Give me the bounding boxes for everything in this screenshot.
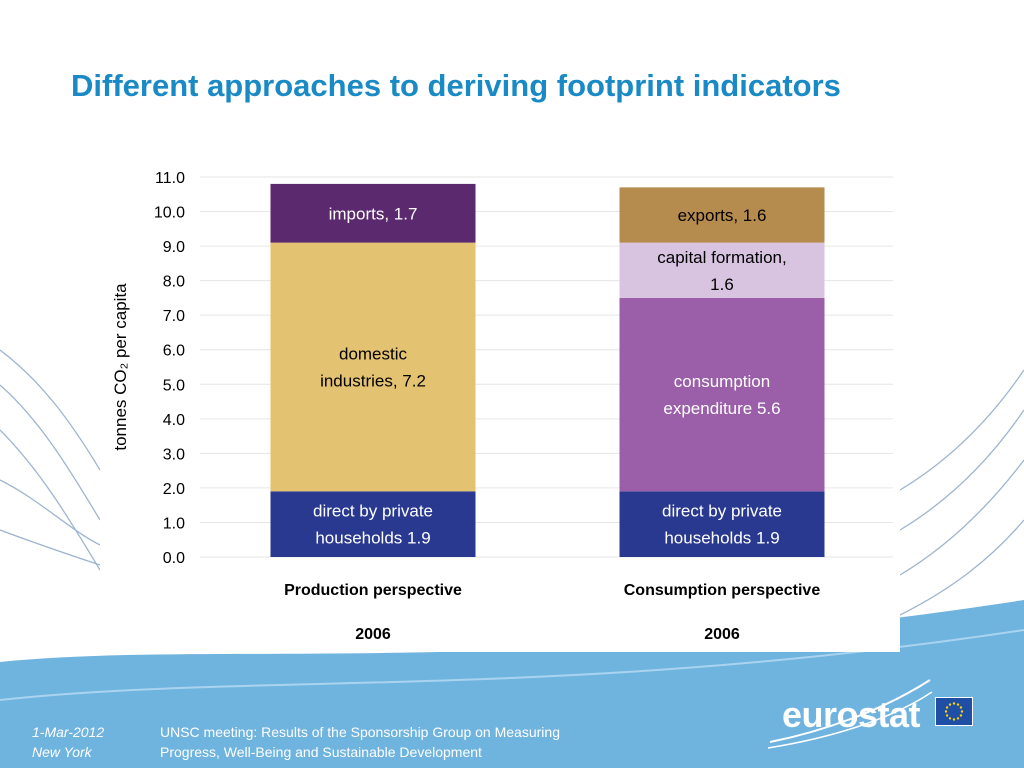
eurostat-logo: eurostat bbox=[782, 694, 921, 735]
y-tick-label: 11.0 bbox=[155, 170, 185, 187]
segment-label: direct by private bbox=[313, 502, 433, 521]
y-axis-label: tonnes CO₂ per capita bbox=[111, 283, 130, 451]
footer-meeting-line-1: UNSC meeting: Results of the Sponsorship… bbox=[160, 724, 560, 740]
category-year-label: 2006 bbox=[704, 626, 740, 643]
segment-label: industries, 7.2 bbox=[320, 372, 426, 391]
bar-segment bbox=[270, 491, 476, 557]
swoosh-line bbox=[899, 519, 1024, 616]
flag-stars bbox=[944, 702, 964, 721]
flag-star bbox=[945, 714, 949, 717]
category-labels: Production perspective 2006 Consumption pe… bbox=[284, 582, 820, 643]
y-tick-label: 2.0 bbox=[163, 481, 185, 498]
y-tick-label: 7.0 bbox=[163, 308, 185, 325]
swoosh-line bbox=[0, 349, 101, 471]
flag-star bbox=[948, 717, 952, 720]
y-tick-label: 1.0 bbox=[163, 515, 185, 532]
footer-place: New York bbox=[32, 744, 92, 760]
swoosh-line bbox=[899, 369, 1024, 491]
segment-label: capital formation, bbox=[657, 248, 786, 267]
y-tick-label: 0.0 bbox=[163, 550, 185, 567]
eurostat-swoosh-icon bbox=[767, 679, 933, 749]
flag-star bbox=[959, 706, 963, 709]
bar-segment bbox=[619, 491, 825, 557]
bar-segment bbox=[270, 242, 476, 492]
segment-label: domestic bbox=[339, 345, 408, 364]
y-tick-label: 6.0 bbox=[163, 343, 185, 360]
flag-star bbox=[948, 703, 952, 706]
swoosh-line bbox=[0, 529, 101, 566]
segment-label: exports, 1.6 bbox=[678, 206, 767, 225]
bar-segment bbox=[619, 242, 825, 298]
flag-star bbox=[956, 717, 960, 720]
swoosh-line bbox=[899, 459, 1024, 576]
flag-star bbox=[960, 710, 964, 713]
flag-star bbox=[944, 710, 948, 713]
swoosh-line bbox=[899, 409, 1024, 531]
swoosh-line bbox=[0, 479, 101, 546]
flag-star bbox=[952, 702, 956, 705]
page-title: Different approaches to deriving footpri… bbox=[71, 68, 841, 103]
y-tick-labels: 0.0 1.0 2.0 3.0 4.0 5.0 6.0 7.0 8.0 9.0 10.0 11.0 bbox=[154, 170, 185, 567]
bar-layer: direct by private households 1.9 domestic i… bbox=[270, 183, 825, 557]
y-tick-label: 3.0 bbox=[163, 446, 185, 463]
segment-label: expenditure 5.6 bbox=[663, 399, 780, 418]
bar-segment bbox=[619, 187, 825, 243]
swoosh-line bbox=[0, 384, 101, 521]
segment-label: households 1.9 bbox=[664, 529, 779, 548]
segment-label: imports, 1.7 bbox=[329, 204, 418, 223]
footer-meeting-line-2: Progress, Well-Being and Sustainable Dev… bbox=[160, 744, 482, 760]
y-tick-label: 5.0 bbox=[163, 377, 185, 394]
y-tick-label: 4.0 bbox=[163, 412, 185, 429]
category-label: Production perspective bbox=[284, 582, 462, 599]
y-tick-label: 10.0 bbox=[154, 205, 185, 222]
flag-star bbox=[945, 706, 949, 709]
segment-label: consumption bbox=[674, 372, 770, 391]
segment-label: households 1.9 bbox=[315, 529, 430, 548]
y-tick-label: 9.0 bbox=[163, 239, 185, 256]
y-tick-label: 8.0 bbox=[163, 274, 185, 291]
flag-star bbox=[959, 714, 963, 717]
category-label: Consumption perspective bbox=[624, 582, 821, 599]
category-year-label: 2006 bbox=[355, 626, 391, 643]
flag-star bbox=[956, 703, 960, 706]
swoosh-line bbox=[0, 429, 101, 571]
segment-label: 1.6 bbox=[710, 275, 734, 294]
footer-date: 1-Mar-2012 bbox=[32, 724, 105, 740]
segment-label: direct by private bbox=[662, 502, 782, 521]
footer-band-highlight bbox=[0, 629, 1024, 701]
bar-segment bbox=[270, 183, 476, 243]
bar-segment bbox=[619, 297, 825, 492]
flag-star bbox=[952, 718, 956, 721]
eu-flag-icon bbox=[935, 697, 973, 726]
